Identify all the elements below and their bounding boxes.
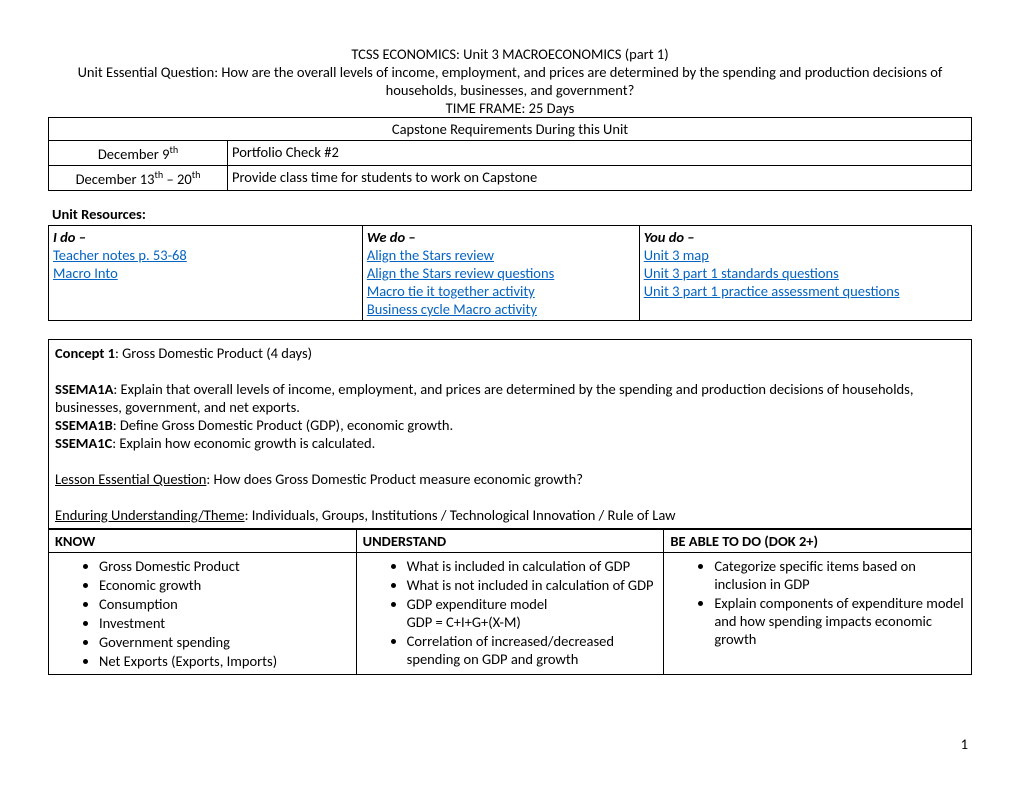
understand-header: UNDERSTAND <box>356 529 664 552</box>
know-item: Net Exports (Exports, Imports) <box>99 652 350 670</box>
essential-question: Unit Essential Question: How are the ove… <box>48 63 972 99</box>
do-header: BE ABLE TO DO (DOK 2+) <box>664 529 972 552</box>
capstone-date-0: December 9th <box>49 141 228 166</box>
know-item: Investment <box>99 614 350 632</box>
understand-item: What is included in calculation of GDP <box>407 557 658 575</box>
doc-title: TCSS ECONOMICS: Unit 3 MACROECONOMICS (p… <box>48 45 972 63</box>
resources-col-1: We do – Align the Stars review Align the… <box>362 225 639 320</box>
link-unit3-map[interactable]: Unit 3 map <box>644 246 709 264</box>
ssema1b-label: SSEMA1B <box>55 416 113 434</box>
understand-cell: What is included in calculation of GDP W… <box>356 552 664 674</box>
do-item: Explain components of expenditure model … <box>714 594 965 648</box>
ssema1c-label: SSEMA1C <box>55 434 112 452</box>
concept-table: Concept 1: Gross Domestic Product (4 day… <box>48 339 972 529</box>
know-header: KNOW <box>49 529 357 552</box>
eu-label: Enduring Understanding/Theme <box>55 506 245 524</box>
resources-label: Unit Resources: <box>52 205 972 223</box>
ssema1b-text: : Define Gross Domestic Product (GDP), e… <box>113 416 453 434</box>
understand-item: GDP expenditure model GDP = C+I+G+(X-M) <box>407 595 658 631</box>
link-macro-into[interactable]: Macro Into <box>53 264 118 282</box>
know-item: Economic growth <box>99 576 350 594</box>
capstone-header: Capstone Requirements During this Unit <box>49 118 972 141</box>
ssema1c-text: : Explain how economic growth is calcula… <box>112 434 375 452</box>
leq-text: : How does Gross Domestic Product measur… <box>206 470 583 488</box>
link-align-stars-review[interactable]: Align the Stars review <box>367 246 494 264</box>
do-cell: Categorize specific items based on inclu… <box>664 552 972 674</box>
capstone-desc-1: Provide class time for students to work … <box>228 165 972 190</box>
understand-item: What is not included in calculation of G… <box>407 576 658 594</box>
link-macro-tie[interactable]: Macro tie it together activity <box>367 282 535 300</box>
concept-title-rest: : Gross Domestic Product (4 days) <box>115 344 312 362</box>
resources-col-0: I do – Teacher notes p. 53-68 Macro Into <box>49 225 363 320</box>
resources-col-2: You do – Unit 3 map Unit 3 part 1 standa… <box>639 225 971 320</box>
concept-title-bold: Concept 1 <box>55 344 115 362</box>
resources-table: I do – Teacher notes p. 53-68 Macro Into… <box>48 225 972 321</box>
link-unit3-standards[interactable]: Unit 3 part 1 standards questions <box>644 264 839 282</box>
resources-head-1: We do – <box>367 228 416 246</box>
ssema1a-text: : Explain that overall levels of income,… <box>55 380 913 416</box>
capstone-date-1: December 13th – 20th <box>49 165 228 190</box>
link-align-stars-questions[interactable]: Align the Stars review questions <box>367 264 554 282</box>
ssema1a-label: SSEMA1A <box>55 380 113 398</box>
resources-head-0: I do – <box>53 228 86 246</box>
know-cell: Gross Domestic Product Economic growth C… <box>49 552 357 674</box>
link-teacher-notes[interactable]: Teacher notes p. 53-68 <box>53 246 187 264</box>
timeframe: TIME FRAME: 25 Days <box>48 99 972 117</box>
concept-cell: Concept 1: Gross Domestic Product (4 day… <box>49 339 972 528</box>
do-item: Categorize specific items based on inclu… <box>714 557 965 593</box>
capstone-desc-0: Portfolio Check #2 <box>228 141 972 166</box>
know-item: Government spending <box>99 633 350 651</box>
know-item: Gross Domestic Product <box>99 557 350 575</box>
understand-item: Correlation of increased/decreased spend… <box>407 632 658 668</box>
page-number: 1 <box>48 735 972 753</box>
eq-text: How are the overall levels of income, em… <box>221 63 942 99</box>
resources-head-2: You do – <box>644 228 695 246</box>
kub-table: KNOW UNDERSTAND BE ABLE TO DO (DOK 2+) G… <box>48 529 972 675</box>
leq-label: Lesson Essential Question <box>55 470 206 488</box>
know-item: Consumption <box>99 595 350 613</box>
link-unit3-practice[interactable]: Unit 3 part 1 practice assessment questi… <box>644 282 900 300</box>
eq-label: Unit Essential Question: <box>78 63 222 81</box>
capstone-table: Capstone Requirements During this Unit D… <box>48 117 972 191</box>
link-business-cycle[interactable]: Business cycle Macro activity <box>367 300 537 318</box>
eu-text: : Individuals, Groups, Institutions / Te… <box>245 506 676 524</box>
